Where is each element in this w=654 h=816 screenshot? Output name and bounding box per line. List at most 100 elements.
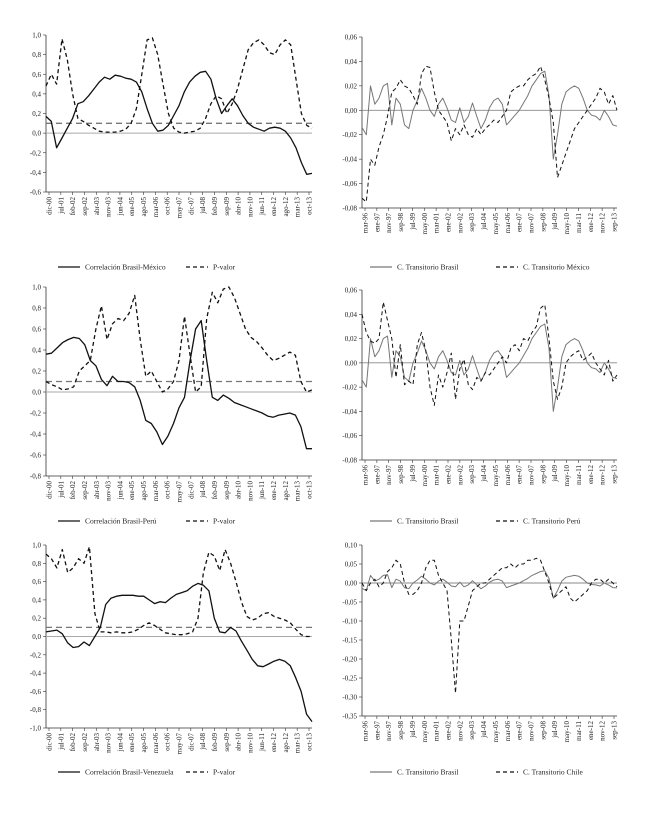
x-tick-label: sep-03 <box>468 465 476 484</box>
x-tick-label: oct-13 <box>306 481 314 499</box>
x-tick-label: ene-07 <box>516 465 524 485</box>
x-tick-label: sep-02 <box>81 481 89 500</box>
x-tick-label: mar-13 <box>294 733 302 754</box>
x-tick-label: jul-99 <box>409 213 417 231</box>
x-tick-label: jul-01 <box>57 481 65 499</box>
series-line-1 <box>361 323 618 412</box>
x-tick-label: mar-96 <box>362 465 370 486</box>
y-tick-label: 0,0 <box>32 130 41 138</box>
y-tick-label: 0,8 <box>32 51 41 59</box>
legend-label: Correlación Brasil-México <box>85 263 166 272</box>
x-tick-label: nov-97 <box>385 465 393 485</box>
x-tick-label: jun-11 <box>258 197 266 217</box>
x-tick-label: may-10 <box>563 465 571 487</box>
x-tick-label: mar-11 <box>575 213 583 233</box>
x-tick-label: jul-08 <box>199 733 207 751</box>
x-tick-label: nov-02 <box>456 721 464 741</box>
legend-label: C. Transitorio México <box>523 263 590 272</box>
x-tick-label: may-00 <box>421 721 429 743</box>
x-tick-label: mar-13 <box>294 197 302 218</box>
y-tick-label: -0,2 <box>30 149 42 157</box>
x-tick-label: abr-03 <box>93 733 101 752</box>
y-tick-label: -0,4 <box>30 169 42 177</box>
x-tick-label: mar-06 <box>504 213 512 234</box>
x-tick-label: feb-02 <box>69 733 77 752</box>
x-tick-label: sep-13 <box>611 721 619 740</box>
x-tick-label: oct-13 <box>306 733 314 751</box>
x-tick-label: ene-97 <box>373 213 381 233</box>
x-tick-label: dic-00 <box>46 197 54 215</box>
series-line-2 <box>361 557 618 694</box>
x-tick-label: ene-97 <box>373 721 381 741</box>
x-tick-label: sep-08 <box>539 213 547 232</box>
x-tick-label: mar-06 <box>152 733 160 754</box>
y-tick-label: 0,04 <box>345 58 358 66</box>
x-tick-label: mar-06 <box>152 481 160 502</box>
x-tick-label: ago-12 <box>282 481 290 501</box>
x-tick-label: oct-06 <box>164 197 172 215</box>
x-tick-label: feb-02 <box>69 197 77 216</box>
legend-label: Correlación Brasil-Perú <box>85 517 157 526</box>
chart-panel-6: 0,10 0,05 0,00 -0,05 -0,10 -0,15 -0,20 -0,25 -0,… <box>342 542 618 777</box>
x-tick-label: ene-02 <box>445 721 453 741</box>
x-tick-label: jun-11 <box>258 733 266 753</box>
x-tick-label: may-07 <box>176 481 184 503</box>
y-tick-label: -0,05 <box>342 599 357 607</box>
x-tick-label: jul-04 <box>480 721 488 739</box>
x-tick-label: jul-09 <box>551 465 559 483</box>
series-line-2 <box>45 286 313 393</box>
x-tick-label: abr-03 <box>93 197 101 216</box>
x-tick-label: ene-12 <box>270 733 278 753</box>
x-tick-label: nov-07 <box>528 213 536 233</box>
x-tick-label: ene-12 <box>270 197 278 217</box>
y-tick-label: -0,6 <box>30 189 42 197</box>
x-tick-label: abr-03 <box>93 481 101 500</box>
x-tick-label: mar-96 <box>362 721 370 742</box>
series-line-2 <box>45 546 312 638</box>
y-tick-label: 0,6 <box>32 578 41 586</box>
y-tick-label: 0,05 <box>345 561 358 569</box>
x-tick-label: may-10 <box>563 721 571 743</box>
chart-panel-2: 0,06 0,04 0,02 0,00 -0,02 -0,04 -0,06 -0,08 mar-… <box>342 34 618 272</box>
x-tick-label: nov-97 <box>385 721 393 741</box>
y-tick-label: 0,6 <box>32 71 41 79</box>
x-tick-label: may-07 <box>176 197 184 219</box>
y-tick-label: 1,0 <box>32 284 41 292</box>
x-tick-label: feb-02 <box>69 481 77 500</box>
x-tick-label: sep-08 <box>539 721 547 740</box>
x-tick-label: jul-04 <box>480 465 488 483</box>
x-tick-label: jul-04 <box>480 213 488 231</box>
y-tick-label: 1,0 <box>32 32 41 40</box>
chart-panel-5: 1,0 0,8 0,6 0,4 0,2 0,0 -0,2 -0,4 -0,6 -0,8 -1,0 di… <box>30 542 314 777</box>
series-line-1 <box>45 319 312 450</box>
y-tick-label: -0,2 <box>30 410 42 418</box>
x-tick-label: nov-03 <box>105 481 113 501</box>
x-tick-label: oct-06 <box>164 481 172 499</box>
legend-label: Correlación Brasil-Venezuela <box>85 768 174 777</box>
x-tick-label: ago-12 <box>282 197 290 217</box>
x-tick-label: sep-08 <box>539 465 547 484</box>
x-tick-label: ene-07 <box>516 213 524 233</box>
y-tick-label: -0,02 <box>342 131 357 139</box>
x-tick-label: mar-06 <box>152 197 160 218</box>
x-tick-label: nov-10 <box>246 733 254 753</box>
y-tick-label: -0,08 <box>342 457 357 465</box>
x-tick-label: nov-03 <box>105 197 113 217</box>
y-tick-label: -0,35 <box>342 713 357 721</box>
x-tick-label: jun-04 <box>116 197 124 217</box>
x-tick-label: ago-12 <box>282 733 290 753</box>
y-tick-label: 0,6 <box>32 326 41 334</box>
x-tick-label: mar-11 <box>575 465 583 485</box>
x-tick-label: ago-05 <box>140 733 148 753</box>
series-line-1 <box>361 570 618 599</box>
y-tick-label: -0,08 <box>342 205 357 213</box>
x-tick-label: dic-07 <box>187 733 195 751</box>
x-tick-label: may-00 <box>421 465 429 487</box>
x-tick-label: dic-00 <box>46 481 54 499</box>
x-tick-label: mar-96 <box>362 213 370 234</box>
y-tick-label: -1,0 <box>30 725 42 733</box>
x-tick-label: feb-09 <box>211 733 219 752</box>
y-tick-label: 0,2 <box>32 368 41 376</box>
x-tick-label: nov-07 <box>528 721 536 741</box>
y-tick-label: -0,30 <box>342 694 357 702</box>
